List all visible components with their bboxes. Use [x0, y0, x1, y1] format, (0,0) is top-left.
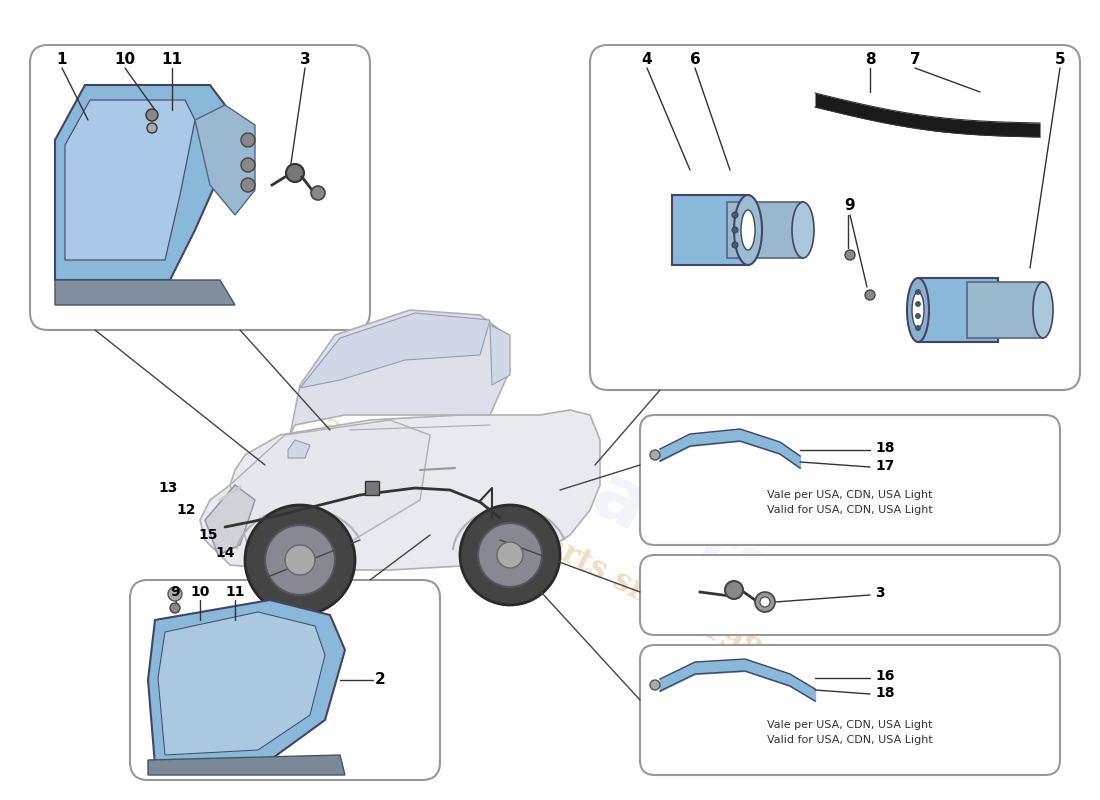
Polygon shape: [65, 100, 195, 260]
Ellipse shape: [734, 195, 762, 265]
Text: 5: 5: [1055, 53, 1065, 67]
FancyBboxPatch shape: [640, 415, 1060, 545]
Ellipse shape: [741, 210, 755, 250]
Text: 16: 16: [874, 669, 894, 683]
Text: 4: 4: [641, 53, 652, 67]
Polygon shape: [727, 202, 803, 258]
Text: 12: 12: [176, 503, 196, 517]
Bar: [365, 481, 380, 495]
Circle shape: [650, 450, 660, 460]
Text: 10: 10: [190, 585, 210, 599]
Text: 3: 3: [874, 586, 884, 600]
FancyBboxPatch shape: [130, 580, 440, 780]
Circle shape: [265, 525, 336, 595]
Polygon shape: [55, 280, 235, 305]
Polygon shape: [290, 310, 510, 435]
FancyBboxPatch shape: [590, 45, 1080, 390]
Text: Valid for USA, CDN, USA Light: Valid for USA, CDN, USA Light: [767, 505, 933, 515]
FancyBboxPatch shape: [640, 645, 1060, 775]
Circle shape: [650, 680, 660, 690]
Circle shape: [311, 186, 324, 200]
Circle shape: [915, 302, 921, 306]
Text: 2: 2: [375, 673, 385, 687]
Text: 10: 10: [114, 53, 135, 67]
FancyBboxPatch shape: [30, 45, 370, 330]
Text: 8: 8: [865, 53, 876, 67]
Circle shape: [865, 290, 874, 300]
Polygon shape: [288, 440, 310, 458]
Text: 18: 18: [874, 686, 894, 700]
Circle shape: [460, 505, 560, 605]
Polygon shape: [230, 420, 430, 570]
Text: 7: 7: [910, 53, 921, 67]
Polygon shape: [200, 410, 600, 570]
Polygon shape: [55, 85, 225, 280]
Circle shape: [915, 314, 921, 318]
Circle shape: [732, 242, 738, 248]
Text: 17: 17: [874, 459, 894, 473]
Circle shape: [478, 523, 542, 587]
Circle shape: [755, 592, 775, 612]
Circle shape: [732, 212, 738, 218]
Circle shape: [245, 505, 355, 615]
Ellipse shape: [908, 278, 930, 342]
Polygon shape: [300, 313, 490, 388]
Polygon shape: [158, 612, 324, 755]
Circle shape: [168, 587, 182, 601]
Text: eu ro par ts: eu ro par ts: [311, 314, 789, 614]
Circle shape: [915, 290, 921, 294]
Circle shape: [241, 158, 255, 172]
Text: 9: 9: [170, 585, 179, 599]
Circle shape: [285, 545, 315, 575]
Text: 11: 11: [226, 585, 244, 599]
Circle shape: [146, 109, 158, 121]
Circle shape: [760, 597, 770, 607]
Text: 13: 13: [158, 481, 178, 495]
Circle shape: [241, 133, 255, 147]
Circle shape: [147, 123, 157, 133]
Polygon shape: [205, 485, 255, 555]
Ellipse shape: [912, 292, 924, 328]
Text: Vale per USA, CDN, USA Light: Vale per USA, CDN, USA Light: [768, 490, 933, 500]
Polygon shape: [490, 325, 510, 385]
Text: 15: 15: [198, 528, 218, 542]
Text: Valid for USA, CDN, USA Light: Valid for USA, CDN, USA Light: [767, 735, 933, 745]
Circle shape: [725, 581, 742, 599]
Polygon shape: [967, 282, 1043, 338]
FancyBboxPatch shape: [640, 555, 1060, 635]
Polygon shape: [148, 600, 345, 765]
Circle shape: [497, 542, 522, 568]
Circle shape: [845, 250, 855, 260]
Polygon shape: [195, 105, 255, 215]
Circle shape: [286, 164, 304, 182]
Text: 18: 18: [874, 441, 894, 455]
Polygon shape: [918, 278, 998, 342]
Text: 9: 9: [845, 198, 856, 213]
Text: 3: 3: [299, 53, 310, 67]
Text: 1: 1: [57, 53, 67, 67]
Text: 6: 6: [690, 53, 701, 67]
Ellipse shape: [1033, 282, 1053, 338]
Text: 14: 14: [216, 546, 235, 560]
Text: 11: 11: [162, 53, 183, 67]
Circle shape: [241, 178, 255, 192]
Circle shape: [732, 227, 738, 233]
Circle shape: [170, 603, 180, 613]
Text: a passion for parts since 1985: a passion for parts since 1985: [316, 410, 784, 678]
Circle shape: [915, 326, 921, 330]
Text: Vale per USA, CDN, USA Light: Vale per USA, CDN, USA Light: [768, 720, 933, 730]
Polygon shape: [148, 755, 345, 775]
Polygon shape: [672, 195, 748, 265]
Ellipse shape: [792, 202, 814, 258]
